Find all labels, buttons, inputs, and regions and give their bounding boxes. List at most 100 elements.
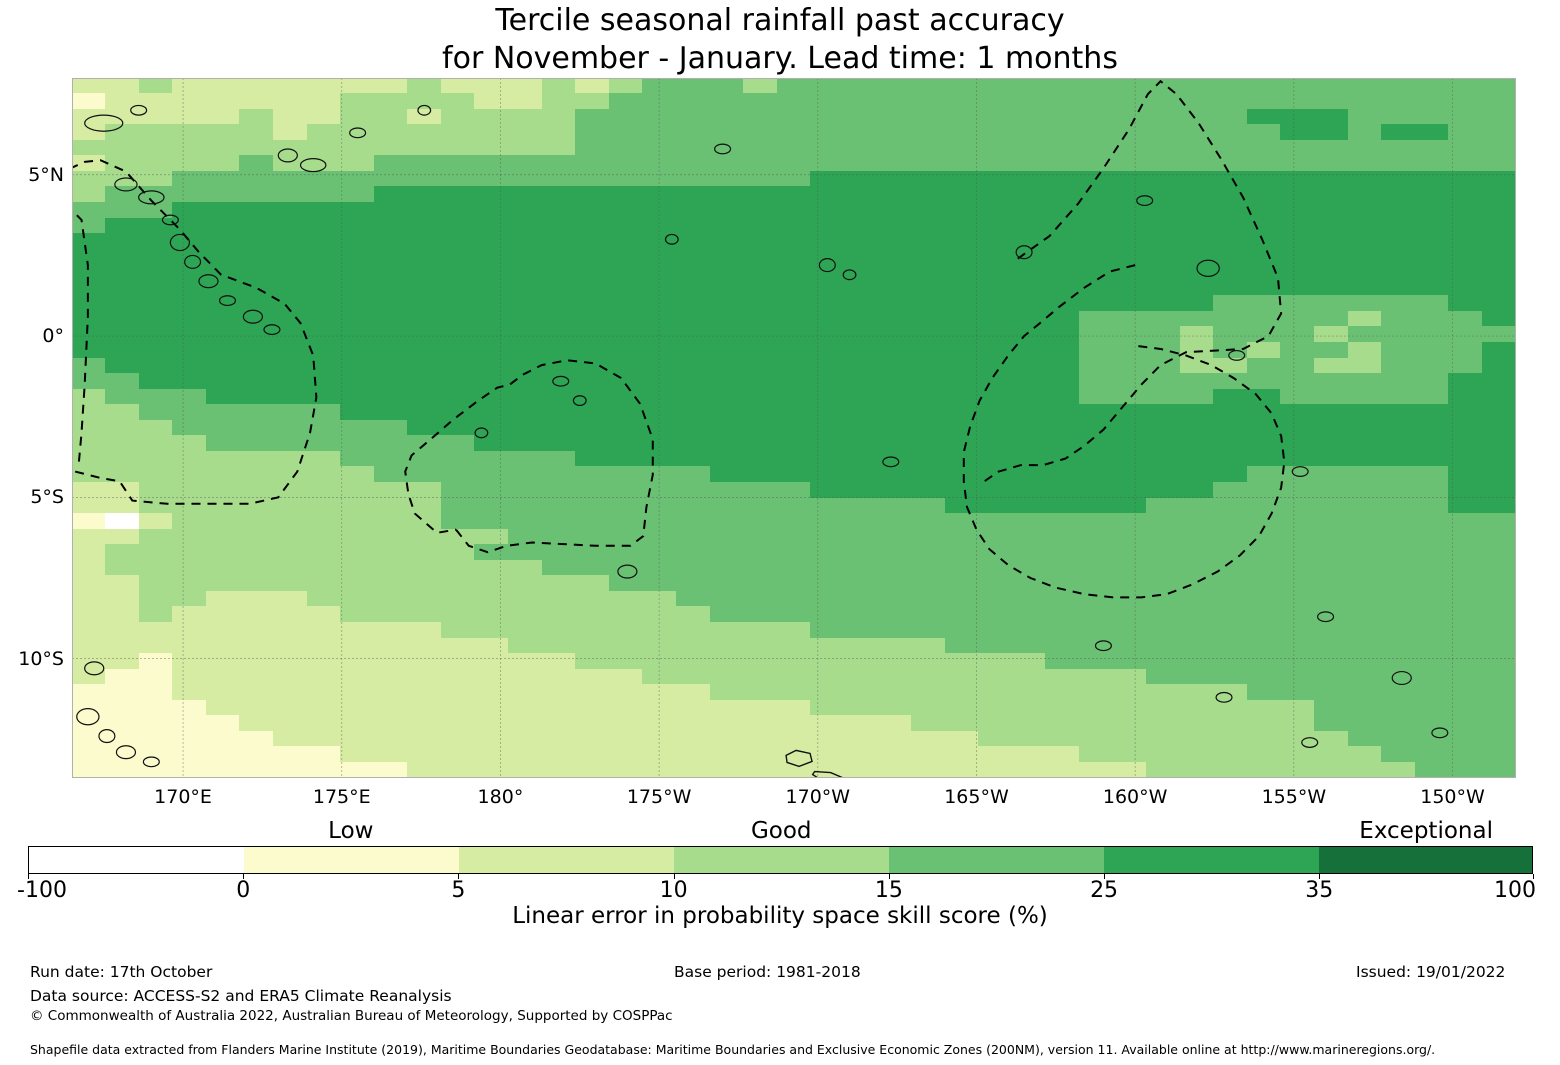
island-outline — [714, 143, 732, 155]
island-outline — [1391, 670, 1412, 686]
island-outline — [161, 214, 179, 226]
colorbar-tick-label-7: 100 — [1494, 878, 1536, 903]
colorbar-segment-6 — [1318, 847, 1532, 873]
cook-islands-eez — [962, 264, 1286, 599]
colorbar-category-low: Low — [328, 818, 374, 844]
footer-base-period: Base period: 1981-2018 — [674, 963, 861, 981]
kiribati-line-eez — [979, 79, 1283, 486]
y-tick-label-3: 10°S — [18, 647, 64, 670]
island-outline — [1136, 195, 1154, 207]
island-outline — [785, 749, 813, 768]
colorbar-tick-line-6 — [1319, 874, 1321, 879]
island-outline — [1094, 640, 1112, 652]
island-outline — [299, 158, 327, 173]
x-tick-label-8: 150°W — [1420, 786, 1485, 808]
colorbar-tick-line-2 — [458, 874, 460, 879]
island-outline — [1215, 691, 1233, 703]
x-tick-label-7: 155°W — [1261, 786, 1327, 808]
colorbar — [28, 846, 1533, 874]
colorbar-segment-0 — [29, 847, 244, 873]
colorbar-segment-4 — [888, 847, 1104, 873]
island-outline — [1317, 611, 1335, 623]
colorbar-tick-line-1 — [243, 874, 245, 879]
footer-issued: Issued: 19/01/2022 — [1356, 963, 1506, 981]
island-outline — [842, 269, 857, 281]
skill-score-heatmap — [72, 78, 1516, 778]
title-line-1: Tercile seasonal rainfall past accuracy — [495, 3, 1065, 38]
colorbar-tick-label-4: 15 — [874, 878, 903, 903]
island-outline — [474, 427, 489, 439]
island-outline — [1015, 245, 1033, 260]
footer-copyright: © Commonwealth of Australia 2022, Austra… — [30, 1008, 673, 1024]
island-outline — [1291, 466, 1309, 477]
colorbar-tick-line-5 — [1104, 874, 1106, 879]
heatmap-canvas — [72, 78, 1516, 778]
x-tick-label-0: 170°E — [154, 786, 212, 808]
map-overlay-vectors — [72, 78, 1516, 778]
x-tick-label-1: 175°E — [312, 786, 371, 808]
island-outline — [130, 104, 148, 116]
island-outline — [664, 233, 679, 245]
island-outline — [882, 456, 900, 468]
colorbar-tick-line-7 — [1533, 874, 1534, 879]
colorbar-tick-line-4 — [888, 874, 890, 879]
colorbar-tick-label-1: 0 — [236, 878, 251, 903]
island-outline — [349, 127, 367, 139]
colorbar-ticks: -100 0 5 10 15 25 35 100 — [0, 874, 1560, 904]
island-outline — [572, 395, 587, 407]
island-outline — [242, 309, 264, 324]
island-outline — [417, 104, 432, 116]
island-outline — [277, 148, 298, 163]
footer-shapefile: Shapefile data extracted from Flanders M… — [30, 1042, 1436, 1057]
x-tick-label-4: 170°W — [785, 786, 851, 808]
footer-run-date: Run date: 17th October — [30, 963, 213, 981]
colorbar-segment-3 — [673, 847, 889, 873]
footer-data-source: Data source: ACCESS-S2 and ERA5 Climate … — [30, 987, 452, 1005]
island-outline — [184, 254, 202, 269]
x-tick-label-5: 165°W — [944, 786, 1009, 808]
island-outline — [115, 745, 137, 760]
map-gridlines — [72, 78, 1516, 778]
colorbar-tick-line-0 — [28, 874, 29, 879]
island-outline — [114, 177, 138, 192]
island-outline — [1431, 727, 1449, 739]
island-outline — [198, 274, 219, 289]
y-tick-label-2: 5°S — [30, 486, 64, 509]
tuvalu-tokelau-eez — [404, 359, 654, 554]
island-outline — [811, 770, 846, 778]
island-outline — [84, 114, 124, 132]
island-outline — [617, 564, 638, 579]
colorbar-category-exceptional: Exceptional — [1359, 818, 1493, 844]
page-title: Tercile seasonal rainfall past accuracy … — [0, 0, 1560, 78]
island-outline — [138, 190, 165, 205]
island-outline — [263, 324, 281, 336]
island-outline — [1301, 737, 1319, 748]
island-outline — [76, 708, 100, 726]
island-outline — [142, 756, 160, 768]
colorbar-tick-label-2: 5 — [451, 878, 466, 903]
colorbar-segment-1 — [243, 847, 459, 873]
colorbar-tick-line-3 — [673, 874, 675, 879]
colorbar-tick-label-0: -100 — [17, 878, 67, 903]
colorbar-tick-label-3: 10 — [659, 878, 688, 903]
x-tick-label-6: 160°W — [1102, 786, 1168, 808]
colorbar-segment-5 — [1103, 847, 1319, 873]
colorbar-category-labels: Low Good Exceptional — [0, 818, 1560, 846]
solomon-left-eez — [72, 208, 89, 469]
island-outline — [218, 295, 237, 307]
island-outline — [552, 375, 570, 387]
island-outline — [169, 233, 191, 252]
x-tick-label-3: 175°W — [626, 786, 692, 808]
colorbar-title: Linear error in probability space skill … — [512, 903, 1048, 929]
island-outline — [1228, 349, 1246, 361]
colorbar-tick-label-5: 25 — [1090, 878, 1119, 903]
island-outline — [1196, 259, 1220, 277]
colorbar-category-good: Good — [750, 818, 812, 844]
colorbar-tick-label-6: 35 — [1305, 878, 1334, 903]
colorbar-segment-2 — [458, 847, 674, 873]
title-line-2: for November - January. Lead time: 1 mon… — [442, 41, 1118, 76]
y-tick-label-0: 5°N — [28, 163, 64, 186]
eez-boundaries — [72, 79, 1286, 599]
solomon-vanuatu-eez — [72, 159, 318, 505]
